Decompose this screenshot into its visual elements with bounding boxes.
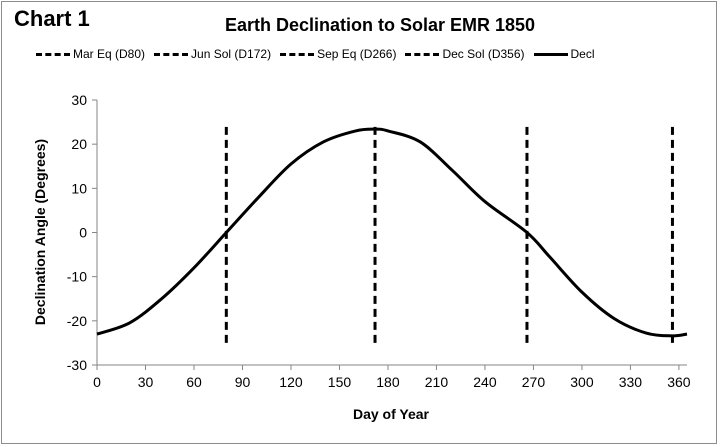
x-tick-label: 0 bbox=[93, 374, 101, 390]
legend-item-jun-sol: Jun Sol (D172) bbox=[154, 47, 271, 61]
x-tick-label: 270 bbox=[522, 374, 546, 390]
tick-labels: 30 20 10 0 -10 -20 -30 0 30 60 90 120 150 180 210 240 27… bbox=[67, 92, 691, 390]
chart-number-label: Chart 1 bbox=[14, 6, 90, 31]
series-marks bbox=[96, 122, 688, 343]
x-tick-label: 180 bbox=[376, 374, 400, 390]
x-tick-label: 90 bbox=[235, 374, 251, 390]
x-axis-label: Day of Year bbox=[353, 406, 430, 422]
legend-label: Decl bbox=[570, 47, 595, 61]
x-tick-label: 120 bbox=[279, 374, 303, 390]
y-tick-label: -20 bbox=[67, 313, 87, 329]
legend-item-decl: Decl bbox=[533, 47, 595, 61]
x-tick-label: 240 bbox=[473, 374, 497, 390]
axes bbox=[92, 99, 687, 370]
legend-item-mar-eq: Mar Eq (D80) bbox=[36, 47, 145, 61]
legend-swatch-dashed bbox=[405, 52, 440, 56]
x-tick-label: 30 bbox=[138, 374, 154, 390]
x-tick-label: 330 bbox=[619, 374, 643, 390]
legend-swatch-dashed bbox=[36, 52, 70, 56]
legend-swatch-solid bbox=[533, 52, 568, 56]
legend-label: Sep Eq (D266) bbox=[317, 47, 397, 61]
legend-label: Mar Eq (D80) bbox=[73, 47, 146, 61]
x-tick-label: 300 bbox=[570, 374, 594, 390]
x-tick-label: 150 bbox=[328, 374, 352, 390]
x-tick-label: 360 bbox=[667, 374, 691, 390]
y-axis-label: Declination Angle (Degrees) bbox=[32, 139, 48, 325]
y-tick-label: -30 bbox=[67, 357, 87, 373]
x-tick-label: 60 bbox=[186, 374, 202, 390]
series-decl-line bbox=[96, 127, 688, 338]
legend: Mar Eq (D80) Jun Sol (D172) Sep Eq (D266… bbox=[36, 47, 710, 61]
chart-title: Earth Declination to Solar EMR 1850 bbox=[224, 15, 536, 35]
y-tick-label: 10 bbox=[71, 180, 87, 196]
legend-item-sep-eq: Sep Eq (D266) bbox=[280, 47, 396, 61]
legend-label: Jun Sol (D172) bbox=[191, 47, 272, 61]
y-tick-label: 30 bbox=[71, 92, 87, 108]
y-tick-label: 0 bbox=[79, 225, 87, 241]
x-tick-label: 210 bbox=[425, 374, 449, 390]
legend-swatch-dashed bbox=[154, 52, 189, 56]
legend-swatch-dashed bbox=[280, 52, 315, 56]
y-tick-label: 20 bbox=[71, 136, 87, 152]
y-tick-label: -10 bbox=[67, 269, 87, 285]
legend-item-dec-sol: Dec Sol (D356) bbox=[405, 47, 525, 61]
legend-label: Dec Sol (D356) bbox=[442, 47, 525, 61]
